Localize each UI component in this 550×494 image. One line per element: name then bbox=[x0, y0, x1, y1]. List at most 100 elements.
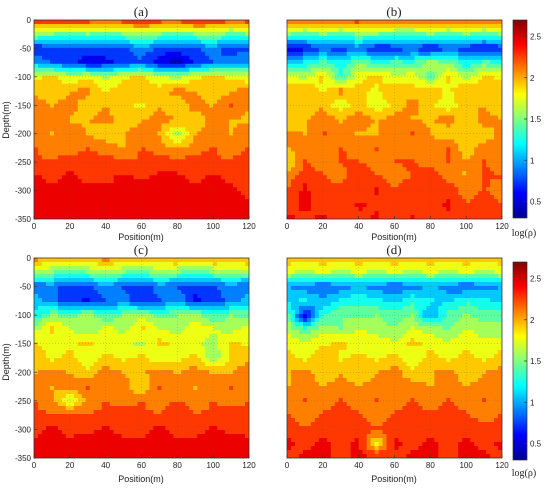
heatmap-cell bbox=[225, 32, 230, 37]
heatmap-cell bbox=[335, 40, 340, 45]
heatmap-cell bbox=[181, 108, 186, 113]
heatmap-cell bbox=[323, 179, 328, 184]
heatmap-cell bbox=[474, 147, 479, 152]
heatmap-cell bbox=[62, 36, 67, 41]
heatmap-cell bbox=[233, 191, 238, 196]
heatmap-cell bbox=[323, 32, 328, 37]
heatmap-cell bbox=[434, 100, 439, 105]
heatmap-cell bbox=[327, 175, 332, 180]
heatmap-cell bbox=[153, 191, 158, 196]
heatmap-cell bbox=[307, 104, 312, 109]
heatmap-cell bbox=[161, 183, 166, 188]
heatmap-cell bbox=[185, 88, 190, 93]
heatmap-cell bbox=[70, 104, 75, 109]
heatmap-cell bbox=[142, 32, 147, 37]
heatmap-cell bbox=[446, 20, 451, 25]
heatmap-cell bbox=[70, 56, 75, 61]
heatmap-cell bbox=[185, 123, 190, 128]
heatmap-cell bbox=[221, 171, 226, 176]
heatmap-cell bbox=[379, 127, 384, 132]
heatmap-cell bbox=[181, 127, 186, 132]
heatmap-cell bbox=[225, 135, 230, 140]
heatmap-cell bbox=[442, 171, 447, 176]
heatmap-cell bbox=[161, 191, 166, 196]
heatmap-cell bbox=[387, 131, 392, 136]
heatmap-cell bbox=[474, 151, 479, 156]
heatmap-cell bbox=[34, 60, 39, 65]
heatmap-cell bbox=[383, 72, 388, 77]
heatmap-cell bbox=[54, 131, 59, 136]
heatmap-cell bbox=[169, 199, 174, 204]
heatmap-cell bbox=[50, 96, 55, 101]
heatmap-cell bbox=[406, 120, 411, 125]
heatmap-cell bbox=[161, 112, 166, 117]
heatmap-cell bbox=[426, 155, 431, 160]
heatmap-cell bbox=[78, 116, 83, 121]
heatmap-cell bbox=[161, 36, 166, 41]
heatmap-cell bbox=[90, 80, 95, 85]
heatmap-cell bbox=[149, 151, 154, 156]
heatmap-cell bbox=[315, 72, 320, 77]
heatmap-cell bbox=[70, 88, 75, 93]
heatmap-cell bbox=[426, 76, 431, 81]
heatmap-cell bbox=[110, 199, 115, 204]
heatmap-cell bbox=[145, 44, 150, 49]
heatmap-cell bbox=[287, 56, 292, 61]
heatmap-cell bbox=[78, 139, 83, 144]
heatmap-cell bbox=[122, 116, 127, 121]
heatmap-cell bbox=[406, 123, 411, 128]
heatmap-cell bbox=[426, 40, 431, 45]
y-tick-label: -300 bbox=[15, 187, 32, 196]
x-tick-label: 60 bbox=[137, 222, 146, 231]
heatmap-cell bbox=[375, 100, 380, 105]
heatmap-cell bbox=[486, 96, 491, 101]
heatmap-cell bbox=[106, 60, 111, 65]
heatmap-cell bbox=[90, 131, 95, 136]
heatmap-cell bbox=[410, 64, 415, 69]
heatmap-cell bbox=[395, 76, 400, 81]
heatmap-cell bbox=[114, 112, 119, 117]
heatmap-cell bbox=[181, 195, 186, 200]
heatmap-cell bbox=[478, 159, 483, 164]
heatmap-cell bbox=[241, 163, 246, 168]
heatmap-cell bbox=[177, 44, 182, 49]
heatmap-cell bbox=[98, 163, 103, 168]
heatmap-cell bbox=[42, 44, 47, 49]
heatmap-cell bbox=[410, 76, 415, 81]
heatmap-cell bbox=[165, 108, 170, 113]
heatmap-cell bbox=[225, 143, 230, 148]
heatmap-cell bbox=[142, 92, 147, 97]
heatmap-cell bbox=[327, 84, 332, 89]
heatmap-cell bbox=[74, 183, 79, 188]
heatmap-cell bbox=[237, 60, 242, 65]
heatmap-cell bbox=[446, 56, 451, 61]
heatmap-cell bbox=[145, 52, 150, 57]
heatmap-cell bbox=[454, 88, 459, 93]
heatmap-cell bbox=[478, 108, 483, 113]
heatmap-cell bbox=[78, 68, 83, 73]
heatmap-cell bbox=[371, 143, 376, 148]
heatmap-cell bbox=[118, 56, 123, 61]
heatmap-cell bbox=[402, 100, 407, 105]
heatmap-cell bbox=[438, 28, 443, 33]
heatmap-cell bbox=[470, 80, 475, 85]
heatmap-cell bbox=[363, 96, 368, 101]
heatmap-cell bbox=[106, 179, 111, 184]
heatmap-cell bbox=[78, 72, 83, 77]
heatmap-cell bbox=[398, 88, 403, 93]
heatmap-cell bbox=[331, 183, 336, 188]
heatmap-cell bbox=[371, 179, 376, 184]
heatmap-cell bbox=[442, 143, 447, 148]
heatmap-cell bbox=[402, 60, 407, 65]
heatmap-cell bbox=[181, 112, 186, 117]
heatmap-cell bbox=[110, 20, 115, 25]
heatmap-cell bbox=[82, 139, 87, 144]
heatmap-cell bbox=[343, 80, 348, 85]
heatmap-cell bbox=[197, 40, 202, 45]
heatmap-cell bbox=[58, 84, 63, 89]
heatmap-cell bbox=[486, 24, 491, 29]
heatmap-cell bbox=[126, 44, 131, 49]
heatmap-cell bbox=[62, 151, 67, 156]
heatmap-cell bbox=[110, 28, 115, 33]
heatmap-cell bbox=[229, 116, 234, 121]
